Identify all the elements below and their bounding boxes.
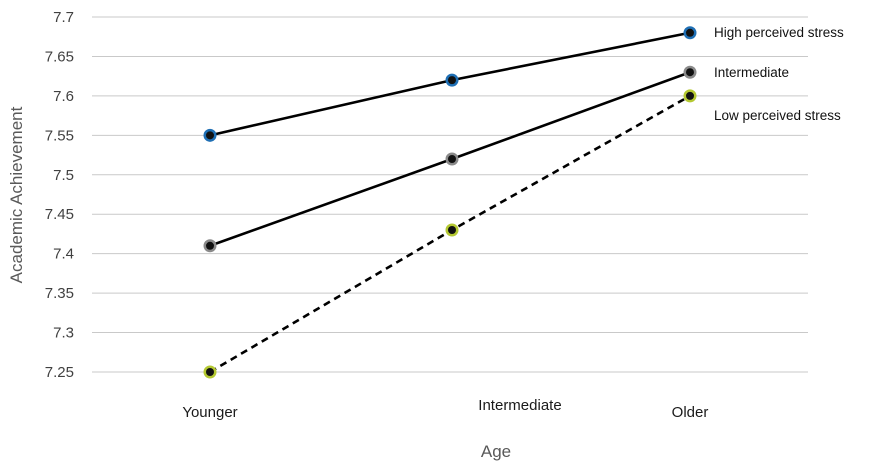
series-label: Low perceived stress: [714, 108, 841, 123]
y-tick-label: 7.35: [45, 285, 74, 302]
y-axis-ticks: 7.25 7.3 7.35 7.4 7.45 7.5 7.55 7.6 7.65 7.7: [45, 9, 74, 381]
series-label: Intermediate: [714, 65, 789, 80]
series-markers: [203, 26, 697, 379]
y-tick-label: 7.7: [53, 9, 74, 26]
y-tick-label: 7.4: [53, 246, 74, 263]
data-point: [206, 131, 214, 140]
x-axis-ticks: Younger Intermediate Older: [182, 397, 708, 421]
gridlines: [92, 16, 808, 373]
data-point: [686, 68, 694, 77]
y-tick-label: 7.5: [53, 167, 74, 184]
x-axis-title: Age: [481, 442, 511, 461]
y-tick-label: 7.6: [53, 88, 74, 105]
data-point: [686, 91, 694, 100]
data-point: [448, 76, 456, 85]
y-tick-label: 7.3: [53, 325, 74, 342]
x-tick-label: Older: [672, 404, 709, 421]
y-tick-label: 7.25: [45, 364, 74, 381]
x-tick-label: Intermediate: [478, 397, 561, 414]
data-point: [686, 28, 694, 37]
data-point: [206, 241, 214, 250]
y-tick-label: 7.55: [45, 127, 74, 144]
y-tick-label: 7.65: [45, 48, 74, 65]
data-point: [448, 226, 456, 234]
y-axis-title: Academic Achievement: [7, 106, 26, 283]
data-point: [448, 155, 456, 163]
data-point: [206, 368, 214, 376]
x-tick-label: Younger: [182, 404, 237, 421]
y-tick-label: 7.45: [45, 206, 74, 223]
series-labels: High perceived stress Intermediate Low per…: [714, 25, 844, 123]
series-label: High perceived stress: [714, 25, 844, 40]
